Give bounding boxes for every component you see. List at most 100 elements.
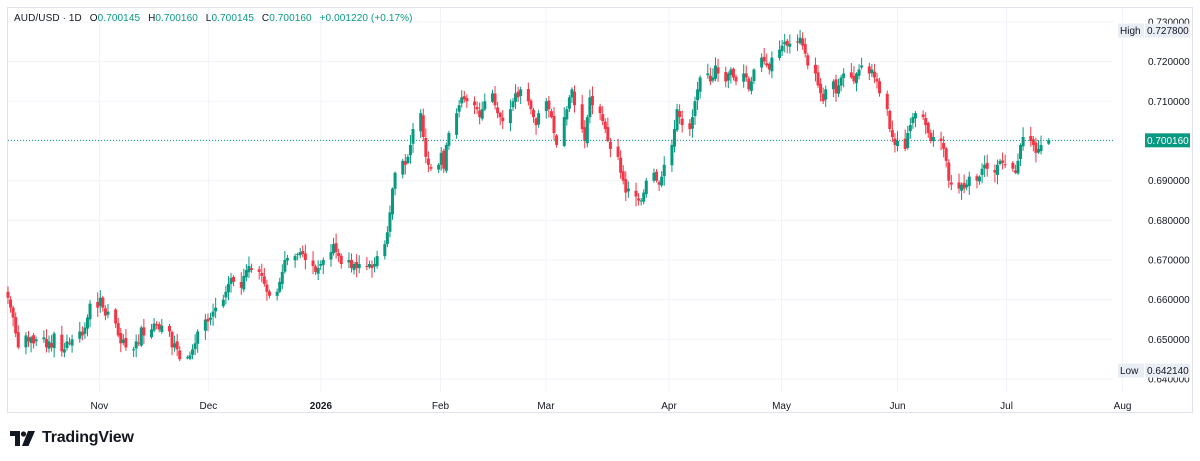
candle-body — [824, 89, 828, 100]
candle — [642, 189, 646, 205]
candle-body — [508, 109, 512, 124]
candle-body — [244, 269, 248, 278]
candle — [537, 109, 541, 128]
candle-body — [626, 188, 630, 192]
candle — [767, 62, 771, 75]
candle — [203, 314, 207, 340]
candle-body — [493, 93, 497, 106]
candle — [283, 250, 287, 274]
candle — [585, 114, 589, 148]
candle — [224, 285, 228, 305]
candle — [796, 34, 800, 52]
candle-body — [890, 130, 894, 137]
candle — [437, 163, 441, 174]
candle — [121, 334, 125, 346]
candle-body — [191, 349, 195, 355]
price-axis[interactable]: 0.7300000.7200000.7100000.7000000.690000… — [1148, 17, 1190, 385]
candle — [460, 90, 464, 108]
candle-body — [731, 68, 735, 78]
candle — [80, 326, 84, 341]
candle-body — [762, 56, 766, 62]
candle-body — [875, 78, 879, 82]
candle-body — [842, 73, 846, 78]
candle — [906, 125, 910, 150]
candle — [939, 131, 943, 151]
candle — [567, 95, 571, 113]
candle-body — [480, 109, 484, 119]
candle-body — [555, 135, 559, 145]
candle-body — [573, 91, 577, 106]
candle — [321, 257, 325, 275]
candles-layer — [6, 29, 1051, 362]
low-marker: Low 0.642140 — [1118, 363, 1190, 378]
candle-body — [242, 275, 246, 290]
candle-body — [608, 141, 612, 149]
time-tick-label: 2026 — [310, 401, 333, 412]
candle — [301, 245, 305, 258]
candle-body — [1016, 160, 1020, 174]
candle-body — [444, 144, 448, 171]
candle-body — [408, 144, 412, 156]
candle — [731, 67, 735, 81]
candle-body — [1021, 136, 1025, 147]
candle — [193, 334, 197, 355]
candle — [375, 250, 379, 269]
candle — [975, 173, 979, 189]
candle — [88, 300, 92, 328]
candle — [842, 68, 846, 88]
candle — [411, 122, 415, 153]
candle-body — [570, 89, 574, 98]
candle — [662, 156, 666, 186]
candle-body — [742, 73, 746, 82]
candle — [385, 226, 389, 248]
candle — [993, 164, 997, 183]
candle — [229, 272, 233, 293]
time-axis[interactable]: Nov Dec 2026 Feb Mar Apr May Jun Jul Aug — [91, 401, 1132, 412]
candle — [949, 174, 953, 191]
candle — [831, 79, 835, 98]
candle — [70, 334, 74, 353]
candle-body — [406, 156, 410, 163]
candle-body — [660, 176, 664, 186]
candle-body — [411, 129, 415, 144]
symbol-label[interactable]: AUD/USD · 1D — [14, 13, 82, 24]
candle — [834, 74, 838, 102]
candle-body — [260, 272, 264, 276]
candle — [603, 118, 607, 133]
candle-body — [688, 123, 692, 130]
candle-body — [1039, 144, 1043, 152]
candle-body — [221, 299, 225, 307]
candle-body — [590, 96, 594, 106]
candle-body — [785, 40, 789, 46]
candle-body — [116, 323, 120, 336]
candle — [157, 321, 161, 333]
candle-body — [580, 104, 584, 130]
candle — [573, 85, 577, 113]
candle — [780, 40, 784, 56]
candle — [762, 48, 766, 65]
candle-body — [637, 198, 641, 201]
candle-body — [872, 71, 876, 78]
tradingview-logo[interactable]: TradingView — [10, 427, 134, 449]
candle-body — [767, 63, 771, 70]
candle — [895, 131, 899, 152]
candle-body — [314, 266, 318, 272]
low-value-bg — [1145, 363, 1190, 378]
candle — [696, 82, 700, 110]
candle — [65, 334, 69, 351]
candle-body — [1013, 170, 1017, 173]
candle-body — [531, 109, 535, 118]
candle — [465, 94, 469, 108]
candle — [544, 97, 548, 119]
price-tick-label: 0.660000 — [1148, 295, 1190, 306]
candle — [119, 327, 123, 353]
candle-body — [490, 93, 494, 102]
candle — [34, 336, 38, 347]
candle-body — [965, 184, 969, 188]
candle — [178, 346, 182, 362]
candle-body — [803, 43, 807, 54]
candle-body — [285, 258, 289, 261]
candle-body — [121, 339, 125, 343]
candle-body — [906, 133, 910, 148]
